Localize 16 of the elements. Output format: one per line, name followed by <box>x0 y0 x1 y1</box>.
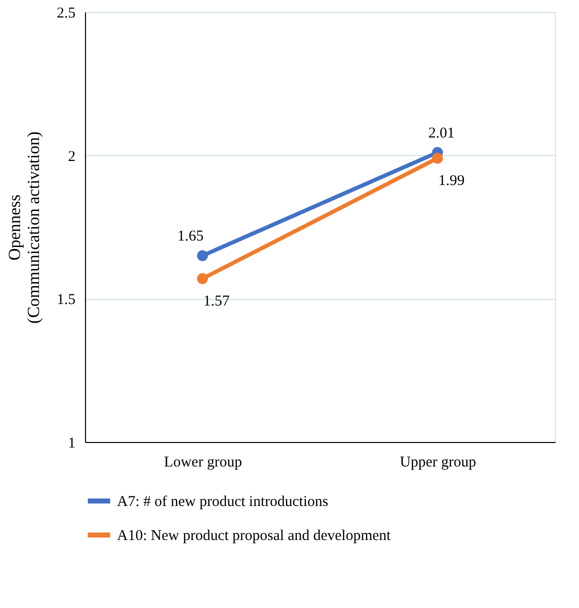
point <box>432 152 443 164</box>
legend-label: A10: New product proposal and development <box>117 528 392 544</box>
y-tick-label: 1.5 <box>56 292 76 308</box>
y-axis-title: Openness (Communication activation) <box>4 131 43 324</box>
y-tick-label: 2.5 <box>56 6 76 22</box>
legend-label: A7: # of new product introductions <box>117 494 328 510</box>
point <box>197 250 208 262</box>
y-tick-label: 1 <box>68 436 76 452</box>
data-label: 1.65 <box>177 228 204 245</box>
y-tick-label: 2 <box>68 148 76 165</box>
data-label: 1.99 <box>438 173 465 190</box>
point <box>197 273 208 284</box>
x-tick-label: Upper group <box>400 454 476 470</box>
data-label: 1.57 <box>203 294 230 310</box>
x-tick-label: Lower group <box>164 454 242 470</box>
data-label: 2.01 <box>428 125 455 142</box>
